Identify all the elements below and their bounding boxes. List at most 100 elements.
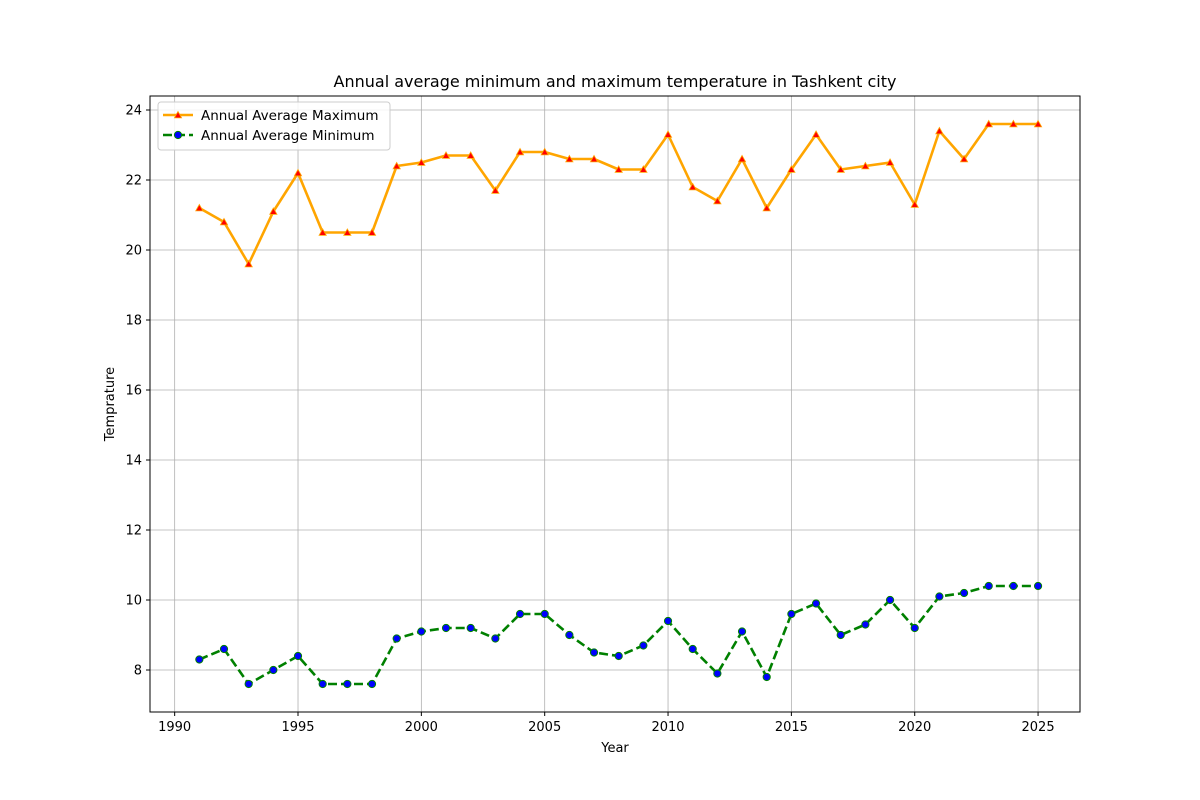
x-tick-label: 2015 xyxy=(775,720,808,735)
data-point xyxy=(343,679,352,689)
data-point xyxy=(811,599,821,608)
data-point xyxy=(219,217,229,226)
data-point xyxy=(195,203,204,212)
data-point xyxy=(984,581,993,591)
data-point xyxy=(491,186,500,194)
data-point xyxy=(244,679,253,689)
x-tick-label: 2020 xyxy=(898,720,931,735)
y-tick-label: 24 xyxy=(125,104,142,119)
data-point xyxy=(959,588,969,598)
data-point xyxy=(293,651,303,661)
data-point xyxy=(713,669,722,678)
data-point xyxy=(836,630,845,640)
legend-item: Annual Average Maximum xyxy=(163,108,378,124)
y-tick-label: 20 xyxy=(125,244,142,259)
data-point xyxy=(417,158,426,166)
grid xyxy=(150,96,1080,712)
data-point xyxy=(614,165,623,173)
x-tick-label: 1995 xyxy=(281,720,314,735)
y-tick-label: 12 xyxy=(125,524,142,539)
legend: Annual Average Maximum Annual Average Min… xyxy=(157,101,391,151)
data-point xyxy=(688,644,697,654)
data-point xyxy=(861,620,870,629)
data-point xyxy=(1009,581,1018,591)
data-point xyxy=(589,648,599,657)
legend-marker xyxy=(173,110,183,119)
data-point xyxy=(787,165,796,173)
data-point xyxy=(688,182,697,191)
data-point xyxy=(861,161,870,170)
data-point xyxy=(565,154,574,163)
data-point xyxy=(515,609,525,619)
data-point xyxy=(244,259,253,268)
data-point xyxy=(392,634,401,643)
data-point xyxy=(195,655,204,664)
data-point xyxy=(466,151,475,159)
data-point xyxy=(885,595,895,605)
data-point xyxy=(589,154,599,163)
data-point xyxy=(663,130,673,138)
data-point xyxy=(639,165,648,173)
data-point xyxy=(540,147,549,156)
data-point xyxy=(737,154,747,163)
data-point xyxy=(787,609,796,619)
data-point xyxy=(885,158,895,166)
x-tick-label: 2010 xyxy=(651,720,684,735)
data-point xyxy=(639,641,648,650)
data-point xyxy=(1033,119,1043,128)
y-tick-label: 18 xyxy=(125,314,142,329)
y-axis-label: Temprature xyxy=(103,367,118,442)
data-point xyxy=(836,165,845,173)
data-point xyxy=(441,151,451,159)
legend-marker xyxy=(173,130,183,140)
data-point xyxy=(367,679,377,689)
ticks: 1990 1995 2000 2005 2010 2015 2020 2025 8 10 12 14 1… xyxy=(125,104,1054,736)
plot-frame xyxy=(149,95,1081,713)
data-point xyxy=(910,623,919,633)
data-point xyxy=(318,679,327,689)
data-point xyxy=(935,126,944,135)
data-point xyxy=(762,203,771,212)
data-point xyxy=(984,119,994,128)
data-point xyxy=(614,651,623,661)
data-point xyxy=(219,644,229,654)
legend-label: Annual Average Maximum xyxy=(201,108,378,124)
legend-box xyxy=(157,101,391,151)
y-tick-label: 10 xyxy=(125,594,142,609)
data-point xyxy=(663,616,673,626)
data-point xyxy=(466,623,475,633)
y-tick-label: 22 xyxy=(125,174,142,189)
data-point xyxy=(318,228,327,236)
data-point xyxy=(367,228,377,236)
data-point xyxy=(935,592,944,601)
series-minimum xyxy=(195,581,1043,689)
y-tick-label: 8 xyxy=(134,664,142,679)
data-point xyxy=(959,154,969,163)
data-point xyxy=(910,200,920,208)
data-point xyxy=(1033,581,1043,591)
x-tick-label: 2000 xyxy=(405,720,438,735)
data-point xyxy=(737,627,747,636)
data-point xyxy=(540,609,549,619)
data-point xyxy=(293,168,303,177)
data-point xyxy=(515,147,525,156)
data-point xyxy=(269,665,278,675)
data-point xyxy=(491,634,500,643)
x-tick-label: 2025 xyxy=(1022,720,1055,735)
chart-title: Annual average minimum and maximum tempe… xyxy=(334,72,897,91)
data-point xyxy=(441,623,451,633)
series-layer xyxy=(195,119,1043,689)
y-tick-label: 14 xyxy=(125,454,142,469)
series-maximum xyxy=(195,119,1043,268)
legend-label: Annual Average Minimum xyxy=(201,128,375,144)
data-point xyxy=(269,207,278,215)
data-point xyxy=(417,627,426,636)
data-point xyxy=(811,130,821,138)
y-tick-label: 16 xyxy=(125,384,142,399)
x-axis-label: Year xyxy=(600,741,629,756)
data-point xyxy=(1009,119,1018,128)
data-point xyxy=(343,228,352,236)
legend-item: Annual Average Minimum xyxy=(163,128,375,144)
x-tick-label: 2005 xyxy=(528,720,561,735)
